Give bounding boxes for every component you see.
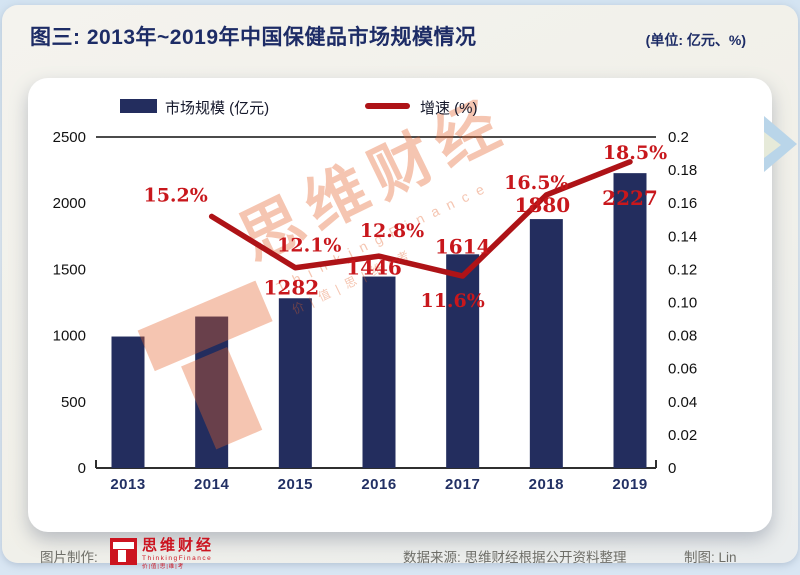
right-axis-tick: 0.04 xyxy=(668,394,697,411)
left-axis-tick: 1000 xyxy=(53,328,86,345)
bar-2013 xyxy=(111,336,145,468)
growth-label: 12.8% xyxy=(360,220,424,242)
bar-2016 xyxy=(362,276,396,468)
growth-label: 16.5% xyxy=(504,172,568,194)
left-axis-tick: 1500 xyxy=(53,261,86,278)
footer-author: 制图: Lin xyxy=(684,550,737,565)
brand-logo-subtext: ThinkingFinance xyxy=(142,555,213,562)
bar-value-label: 1614 xyxy=(435,234,491,258)
bar-value-label: 1880 xyxy=(514,193,570,217)
year-label: 2017 xyxy=(445,476,480,493)
year-label: 2014 xyxy=(194,476,230,493)
year-label: 2019 xyxy=(612,476,647,493)
right-axis-tick: 0.12 xyxy=(668,261,697,278)
arrow-decoration-inner-icon xyxy=(764,132,781,158)
chart-bars-layer: 0 500 1000 1500 2000 2500 0 0.02 0.04 0.06 0.08 0.1… xyxy=(53,129,698,493)
chart-line-layer: 15.2% 12.1% 12.8% 11.6% 16.5% 18.5% 1282 1446 16… xyxy=(143,142,667,312)
right-axis-tick: 0 xyxy=(668,460,676,477)
brand-logo-subtext2: 价|值|思|维|考 xyxy=(142,563,185,570)
growth-label: 12.1% xyxy=(277,235,341,257)
chart-legend: 市场规模 (亿元) 增速 (%) xyxy=(28,78,772,126)
right-axis-tick: 0.10 xyxy=(668,295,697,312)
legend-bar-label: 市场规模 (亿元) xyxy=(165,100,270,117)
growth-label: 11.6% xyxy=(420,290,484,312)
page-title: 图三: 2013年~2019年中国保健品市场规模情况 xyxy=(30,26,477,49)
bar-value-label: 1446 xyxy=(346,256,402,280)
bar-value-label: 1282 xyxy=(263,275,319,299)
right-axis-tick: 0.08 xyxy=(668,328,697,345)
year-label: 2013 xyxy=(110,476,145,493)
footer-source: 数据来源: 思维财经根据公开资料整理 xyxy=(403,550,627,565)
left-axis-tick: 0 xyxy=(78,460,86,477)
legend-line-swatch xyxy=(365,103,410,109)
year-label: 2015 xyxy=(278,476,313,493)
bar-2017 xyxy=(446,254,480,468)
right-axis-tick: 0.14 xyxy=(668,228,697,245)
bar-2014 xyxy=(195,316,229,468)
growth-label: 18.5% xyxy=(603,142,667,164)
bar-2018 xyxy=(529,219,563,468)
chart-card: 市场规模 (亿元) 增速 (%) 0 500 1000 1500 2000 2500 0 0.… xyxy=(28,78,772,532)
legend-line-label: 增速 (%) xyxy=(420,100,478,117)
right-axis-tick: 0.16 xyxy=(668,195,697,212)
bar-value-label: 2227 xyxy=(602,186,658,210)
left-axis-tick: 2000 xyxy=(53,195,86,212)
right-axis-tick: 0.18 xyxy=(668,162,697,179)
footer-credit-label: 图片制作: xyxy=(40,550,98,565)
left-axis-tick: 2500 xyxy=(53,129,86,146)
legend-bar-swatch xyxy=(120,99,157,113)
bar-2015 xyxy=(278,298,312,468)
brand-logo: 思维财经 ThinkingFinance 价|值|思|维|考 xyxy=(110,538,214,570)
bar-2019 xyxy=(613,173,647,468)
chart-area: 0 500 1000 1500 2000 2500 0 0.02 0.04 0.06 0.08 0.1… xyxy=(28,78,772,532)
right-axis-tick: 0.06 xyxy=(668,361,697,378)
right-axis-tick: 0.02 xyxy=(668,427,697,444)
unit-note: (单位: 亿元、%) xyxy=(645,32,746,48)
left-axis-tick: 500 xyxy=(61,394,86,411)
footer: 图片制作: 思维财经 ThinkingFinance 价|值|思|维|考 数据来… xyxy=(0,536,800,574)
brand-logo-name: 思维财经 xyxy=(142,537,215,554)
year-label: 2016 xyxy=(361,476,396,493)
growth-label: 15.2% xyxy=(143,184,207,206)
year-label: 2018 xyxy=(529,476,564,493)
growth-line xyxy=(208,159,633,279)
right-axis-tick: 0.2 xyxy=(668,129,689,146)
brand-logo-icon xyxy=(110,538,137,565)
